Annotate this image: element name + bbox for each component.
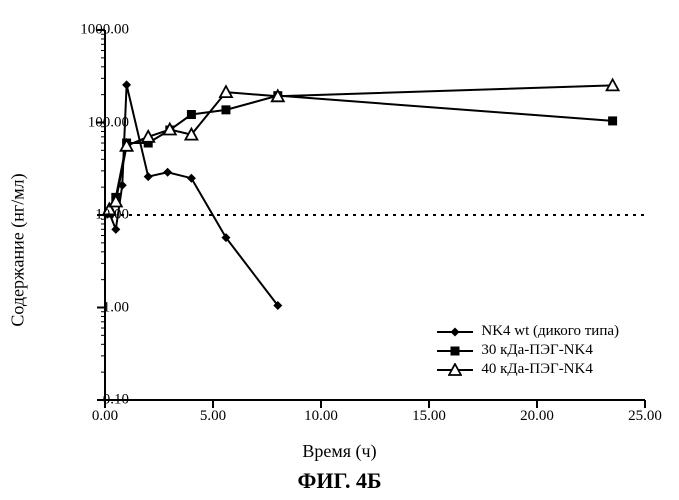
legend-label: NK4 wt (дикого типа)	[481, 323, 619, 340]
legend: NK4 wt (дикого типа) 30 кДа-ПЭГ-NK4 40 кДа…	[437, 321, 619, 380]
x-tick-label: 10.00	[304, 408, 338, 425]
y-tick-label: 0.10	[103, 392, 129, 409]
legend-marker-triangle	[437, 363, 473, 377]
y-axis-title: Содержание (нг/мл)	[8, 173, 29, 326]
y-tick-label: 100.00	[88, 114, 129, 131]
legend-marker-diamond	[437, 325, 473, 339]
legend-row: 40 кДа-ПЭГ-NK4	[437, 361, 619, 378]
legend-row: NK4 wt (дикого типа)	[437, 323, 619, 340]
legend-row: 30 кДа-ПЭГ-NK4	[437, 342, 619, 359]
legend-label: 40 кДа-ПЭГ-NK4	[481, 361, 593, 378]
figure-title: ФИГ. 4Б	[297, 468, 381, 494]
y-tick-label: 1000.00	[80, 22, 129, 39]
x-tick-label: 25.00	[628, 408, 662, 425]
x-tick-label: 0.00	[92, 408, 118, 425]
legend-label: 30 кДа-ПЭГ-NK4	[481, 342, 593, 359]
legend-marker-square	[437, 344, 473, 358]
y-tick-label: 10.00	[95, 207, 129, 224]
x-tick-label: 20.00	[520, 408, 554, 425]
chart-container: Содержание (нг/мл) 0.10 1.00 10.00 100.00 10…	[0, 0, 679, 500]
x-axis-title: Время (ч)	[302, 441, 376, 462]
x-tick-label: 15.00	[412, 408, 446, 425]
x-tick-label: 5.00	[200, 408, 226, 425]
y-tick-label: 1.00	[103, 299, 129, 316]
